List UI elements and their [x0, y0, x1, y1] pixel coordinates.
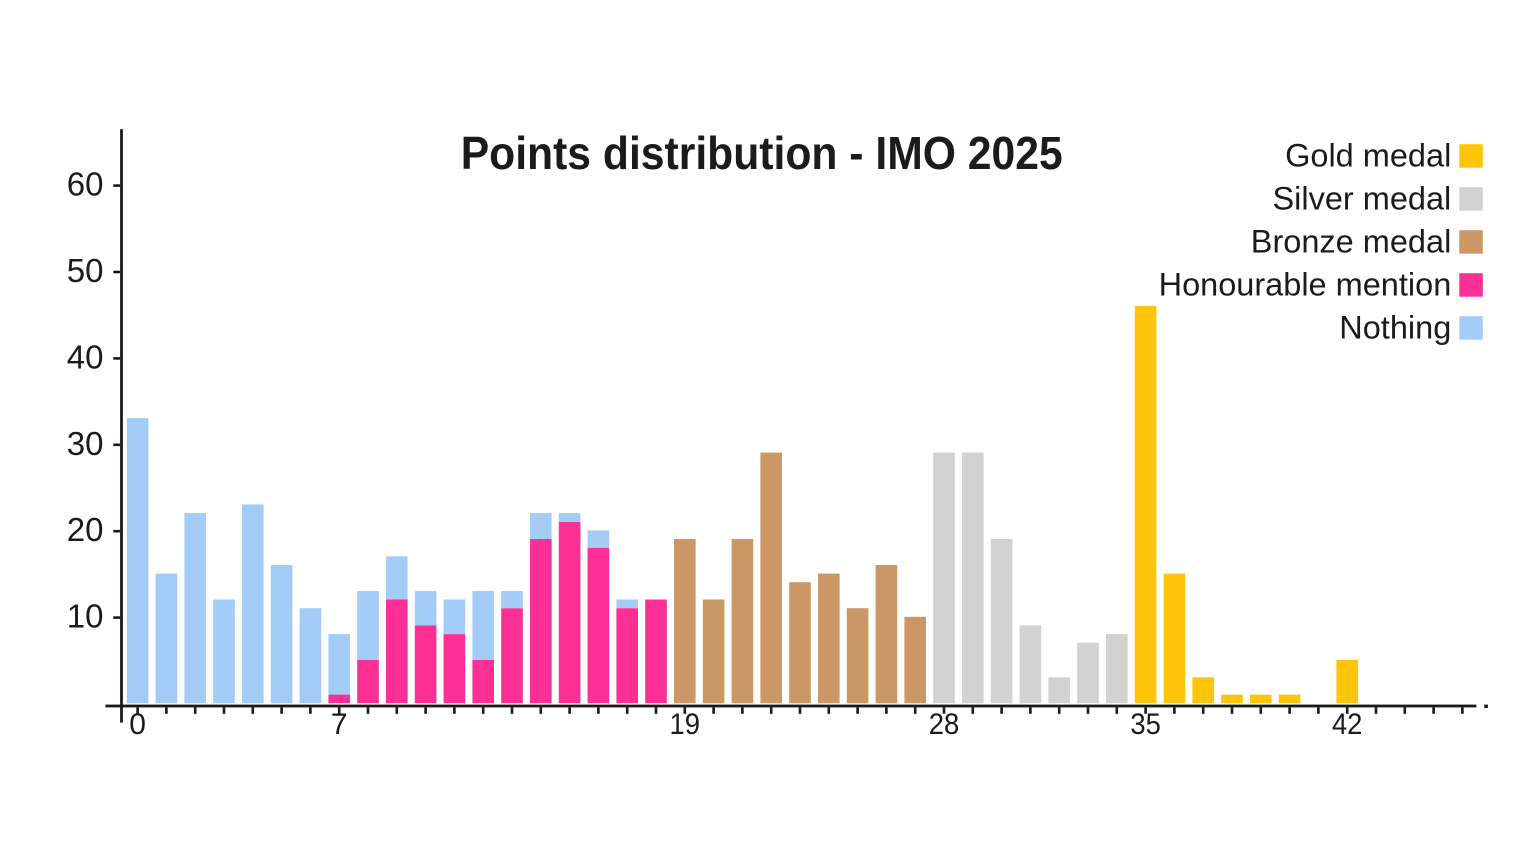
svg-text:30: 30: [67, 425, 104, 462]
svg-text:60: 60: [67, 166, 104, 203]
svg-text:Silver medal: Silver medal: [1272, 180, 1451, 216]
svg-text:19: 19: [670, 708, 701, 741]
svg-text:20: 20: [67, 511, 104, 548]
svg-text:7: 7: [331, 708, 348, 741]
svg-text:Gold medal: Gold medal: [1285, 137, 1451, 173]
svg-text:35: 35: [1130, 708, 1161, 741]
svg-text:0: 0: [129, 708, 146, 741]
svg-text:50: 50: [67, 252, 104, 289]
svg-text:Bronze medal: Bronze medal: [1251, 223, 1452, 259]
svg-text:42: 42: [1332, 708, 1363, 741]
svg-text:Honourable mention: Honourable mention: [1159, 266, 1452, 302]
svg-text:10: 10: [67, 598, 104, 635]
svg-text:Points distribution - IMO 2025: Points distribution - IMO 2025: [461, 127, 1063, 179]
svg-text:Nothing: Nothing: [1339, 309, 1451, 345]
svg-text:40: 40: [67, 338, 104, 375]
svg-text:28: 28: [929, 708, 960, 741]
